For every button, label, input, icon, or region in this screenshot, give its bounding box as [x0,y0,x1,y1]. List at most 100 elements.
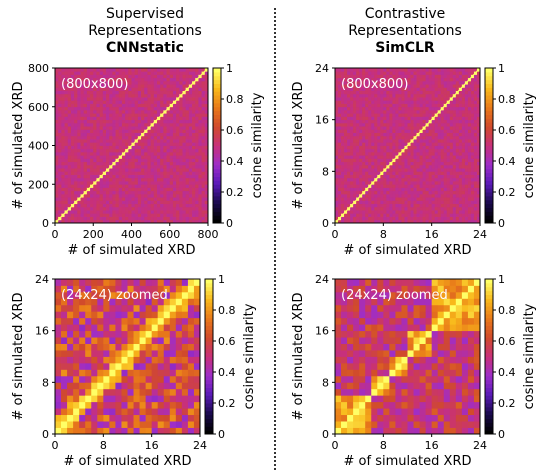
heatmap-cell [404,161,408,166]
heatmap-cell [86,100,91,104]
heatmap-cell [434,184,439,188]
colorbar-segment [213,184,221,189]
heatmap-cell [74,109,78,114]
heatmap-cell [147,139,152,143]
heatmap-cell [443,109,448,114]
heatmap-cell [169,155,174,159]
heatmap-cell [431,216,436,221]
heatmap-cell [61,219,65,224]
heatmap-cell [169,164,174,169]
heatmap-cell [353,145,357,150]
heatmap-cell [157,142,161,146]
heatmap-cell [398,116,402,121]
heatmap-cell [428,145,433,150]
heatmap-cell [112,116,116,121]
heatmap-cell [389,103,393,108]
heatmap-cell [166,135,171,140]
heatmap-cell [83,90,88,95]
heatmap-cell [455,158,460,163]
heatmap-cell [188,132,193,137]
heatmap-cell [446,90,451,95]
heatmap-cell [85,298,92,306]
heatmap-cell [350,135,354,140]
heatmap-cell [58,213,62,217]
heatmap-cell [185,190,190,195]
heatmap-cell [428,164,433,169]
heatmap-cell [473,132,478,137]
heatmap-cell [467,158,472,163]
heatmap-cell [347,181,351,185]
heatmap-cell [58,203,62,208]
heatmap-cell [467,106,472,111]
heatmap-cell [137,210,142,214]
heatmap-cell [109,408,116,416]
heatmap-cell [83,213,88,217]
heatmap-cell [83,93,88,98]
heatmap-cell [335,122,339,127]
colorbar-segment [213,133,221,139]
heatmap-cell [172,122,177,127]
heatmap-cell [109,213,113,217]
heatmap-cell [169,116,174,121]
heatmap-cell [380,97,384,101]
heatmap-cell [64,171,69,175]
left-title-line2: Representations [88,23,202,39]
heatmap-cell [404,93,408,98]
heatmap-cell [55,161,59,166]
heatmap-cell [443,210,448,214]
right-title-model: SimCLR [375,40,435,56]
heatmap-cell [413,132,417,137]
heatmap-cell [195,161,199,166]
heatmap-cell [134,97,139,101]
heatmap-cell [467,184,472,188]
heatmap-cell [473,174,478,179]
heatmap-cell [341,71,345,75]
heatmap-cell [90,103,94,108]
heatmap-cell [61,116,65,121]
heatmap-cell [64,155,69,159]
heatmap-cell [166,139,171,143]
heatmap-cell [182,119,187,124]
heatmap-cell [134,145,139,150]
heatmap-cell [410,68,414,72]
heatmap-cell [150,132,155,137]
heatmap-cell [160,174,164,179]
heatmap-cell [428,113,433,117]
heatmap-cell [118,213,123,217]
heatmap-cell [401,77,405,82]
colorbar-frame [212,67,222,224]
heatmap-cell [344,174,348,179]
heatmap-cell [440,126,445,130]
heatmap-cell [90,164,94,169]
heatmap-cell [401,122,405,127]
heatmap-cell [458,139,463,143]
heatmap-cell [144,119,148,124]
heatmap-cell [464,171,469,175]
heatmap-cell [106,106,110,111]
heatmap-cell [163,103,167,108]
heatmap-cell [147,197,152,201]
heatmap-cell [150,142,155,146]
colorbar-segment [485,141,493,146]
heatmap-cell [112,210,116,214]
heatmap-cell [185,161,190,166]
heatmap-cell [467,190,472,195]
heatmap-cell [112,213,116,217]
heatmap-cell [121,113,126,117]
heatmap-cell [128,181,132,185]
heatmap-cell [452,174,457,179]
heatmap-cell [395,116,399,121]
heatmap-cell [356,206,360,211]
heatmap-cell [70,90,75,95]
heatmap-cell [83,145,88,150]
heatmap-panel-contrastive-full [334,67,481,224]
heatmap-cell [128,129,132,133]
heatmap-cell [67,177,72,182]
heatmap-cell [335,71,339,75]
heatmap-cell [464,210,469,214]
heatmap-cell [90,135,94,140]
heatmap-cell [377,74,381,79]
heatmap-cell [150,71,155,75]
heatmap-cell [470,216,475,221]
heatmap-cell [347,168,351,172]
